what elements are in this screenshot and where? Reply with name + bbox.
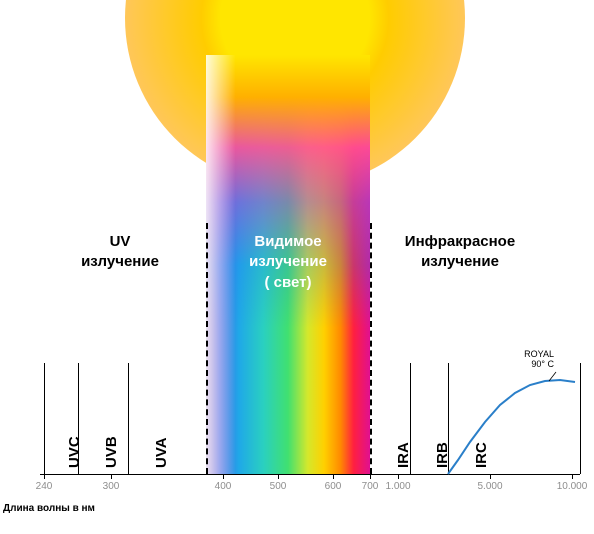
axis-tick-label: 300 <box>103 481 120 492</box>
band-label-uva: UVA <box>153 437 170 468</box>
axis-tick-mark <box>490 474 491 479</box>
uv-title-2: излучение <box>81 253 159 270</box>
axis-tick-mark <box>111 474 112 479</box>
axis-tick-label: 700 <box>362 481 379 492</box>
band-tick <box>44 363 45 474</box>
curve-label-2: 90° C <box>531 359 554 369</box>
ir-title-2: излучение <box>421 253 499 270</box>
band-label-irb: IRB <box>434 442 451 468</box>
axis-tick-mark <box>223 474 224 479</box>
band-label-irc: IRC <box>473 442 490 468</box>
band-label-ira: IRA <box>395 442 412 468</box>
axis-tick-label: 10.000 <box>557 481 588 492</box>
region-separator-0 <box>206 223 208 474</box>
spectrum-diagram: UV излучение Видимое излучение ( свет) И… <box>0 0 594 534</box>
axis-tick-label: 240 <box>36 481 53 492</box>
band-tick <box>128 363 129 474</box>
vis-title-2: излучение <box>249 253 327 270</box>
region-separator-1 <box>370 223 372 474</box>
axis-tick-label: 600 <box>325 481 342 492</box>
axis-tick-mark <box>333 474 334 479</box>
vis-title-1: Видимое <box>254 233 321 250</box>
ir-title-1: Инфракрасное <box>405 233 515 250</box>
uv-region-label: UV излучение <box>30 232 210 273</box>
visible-region-label: Видимое излучение ( свет) <box>198 232 378 293</box>
uv-title-1: UV <box>110 233 131 250</box>
vis-title-3: ( свет) <box>264 274 311 291</box>
band-tick <box>580 363 581 474</box>
axis-tick-label: 500 <box>270 481 287 492</box>
curve-label-1: ROYAL <box>524 349 554 359</box>
axis-tick-mark <box>278 474 279 479</box>
wavelength-axis <box>40 474 580 475</box>
axis-caption: Длина волны в нм <box>3 503 95 514</box>
ir-region-label: Инфракрасное излучение <box>370 232 550 273</box>
axis-tick-mark <box>370 474 371 479</box>
axis-tick-mark <box>44 474 45 479</box>
axis-tick-mark <box>398 474 399 479</box>
curve-annotation-label: ROYAL 90° C <box>498 350 554 370</box>
axis-tick-mark <box>572 474 573 479</box>
axis-tick-label: 1.000 <box>385 481 410 492</box>
axis-tick-label: 400 <box>215 481 232 492</box>
curve-annotation-arrow <box>549 372 556 381</box>
band-label-uvc: UVC <box>66 436 83 468</box>
ir-response-curve <box>448 380 575 474</box>
axis-tick-label: 5.000 <box>477 481 502 492</box>
band-label-uvb: UVB <box>103 436 120 468</box>
